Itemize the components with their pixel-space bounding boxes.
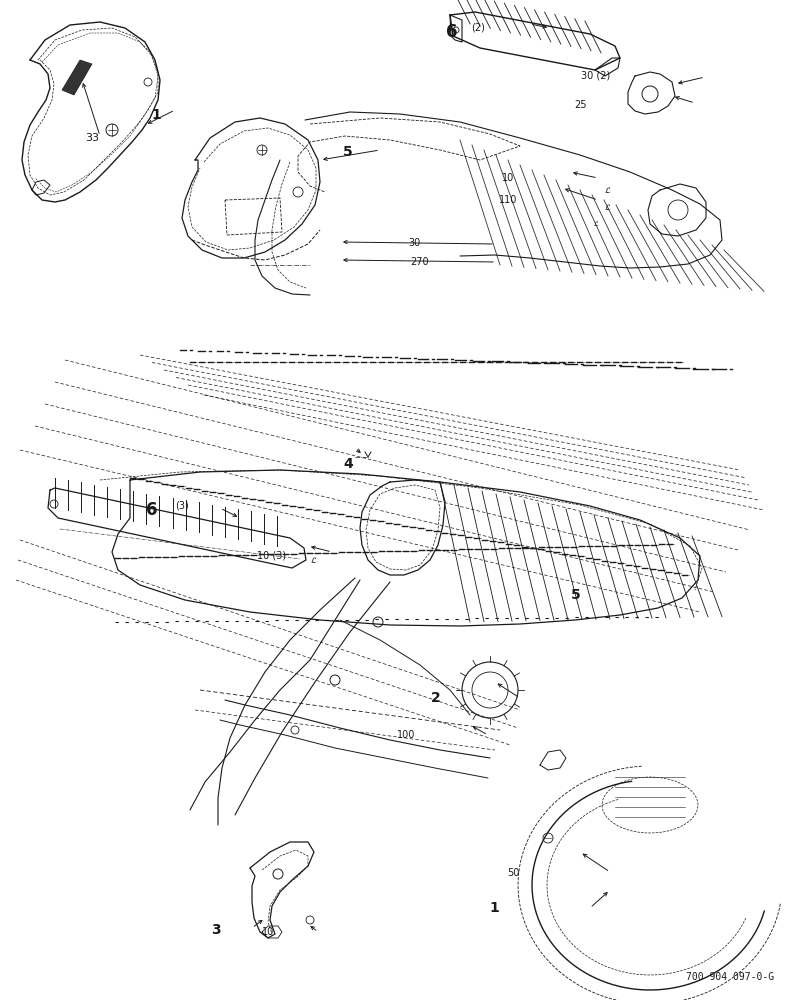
Text: 6: 6 [146, 501, 158, 519]
Text: $\mathcal{L}$: $\mathcal{L}$ [310, 555, 318, 565]
Text: 270: 270 [410, 257, 429, 267]
Text: (3): (3) [175, 500, 190, 510]
Text: 10: 10 [502, 173, 514, 183]
Text: 50: 50 [507, 868, 520, 878]
Text: $\mathcal{L}$: $\mathcal{L}$ [604, 185, 612, 195]
Text: 5: 5 [571, 588, 581, 602]
Text: 1: 1 [490, 901, 499, 915]
Text: 1: 1 [151, 108, 161, 122]
Text: 4: 4 [343, 457, 353, 471]
Text: (2): (2) [471, 22, 486, 32]
Text: 110: 110 [499, 195, 517, 205]
Text: $\mathcal{L}$: $\mathcal{L}$ [604, 202, 612, 212]
Text: 10 (3): 10 (3) [258, 550, 286, 560]
Text: 10: 10 [262, 927, 274, 937]
Text: 100: 100 [398, 730, 415, 740]
Text: 30 (2): 30 (2) [582, 71, 610, 81]
Text: 3: 3 [211, 923, 221, 937]
Polygon shape [62, 60, 92, 95]
Text: 33: 33 [85, 133, 99, 143]
Text: 30: 30 [408, 238, 421, 248]
Text: 6: 6 [446, 23, 458, 41]
Text: 5: 5 [343, 145, 353, 159]
Text: 700 904 097-0-G: 700 904 097-0-G [686, 972, 774, 982]
Text: 25: 25 [574, 100, 587, 110]
Text: $\mathcal{L}$: $\mathcal{L}$ [593, 219, 599, 228]
Text: 2: 2 [431, 691, 441, 705]
